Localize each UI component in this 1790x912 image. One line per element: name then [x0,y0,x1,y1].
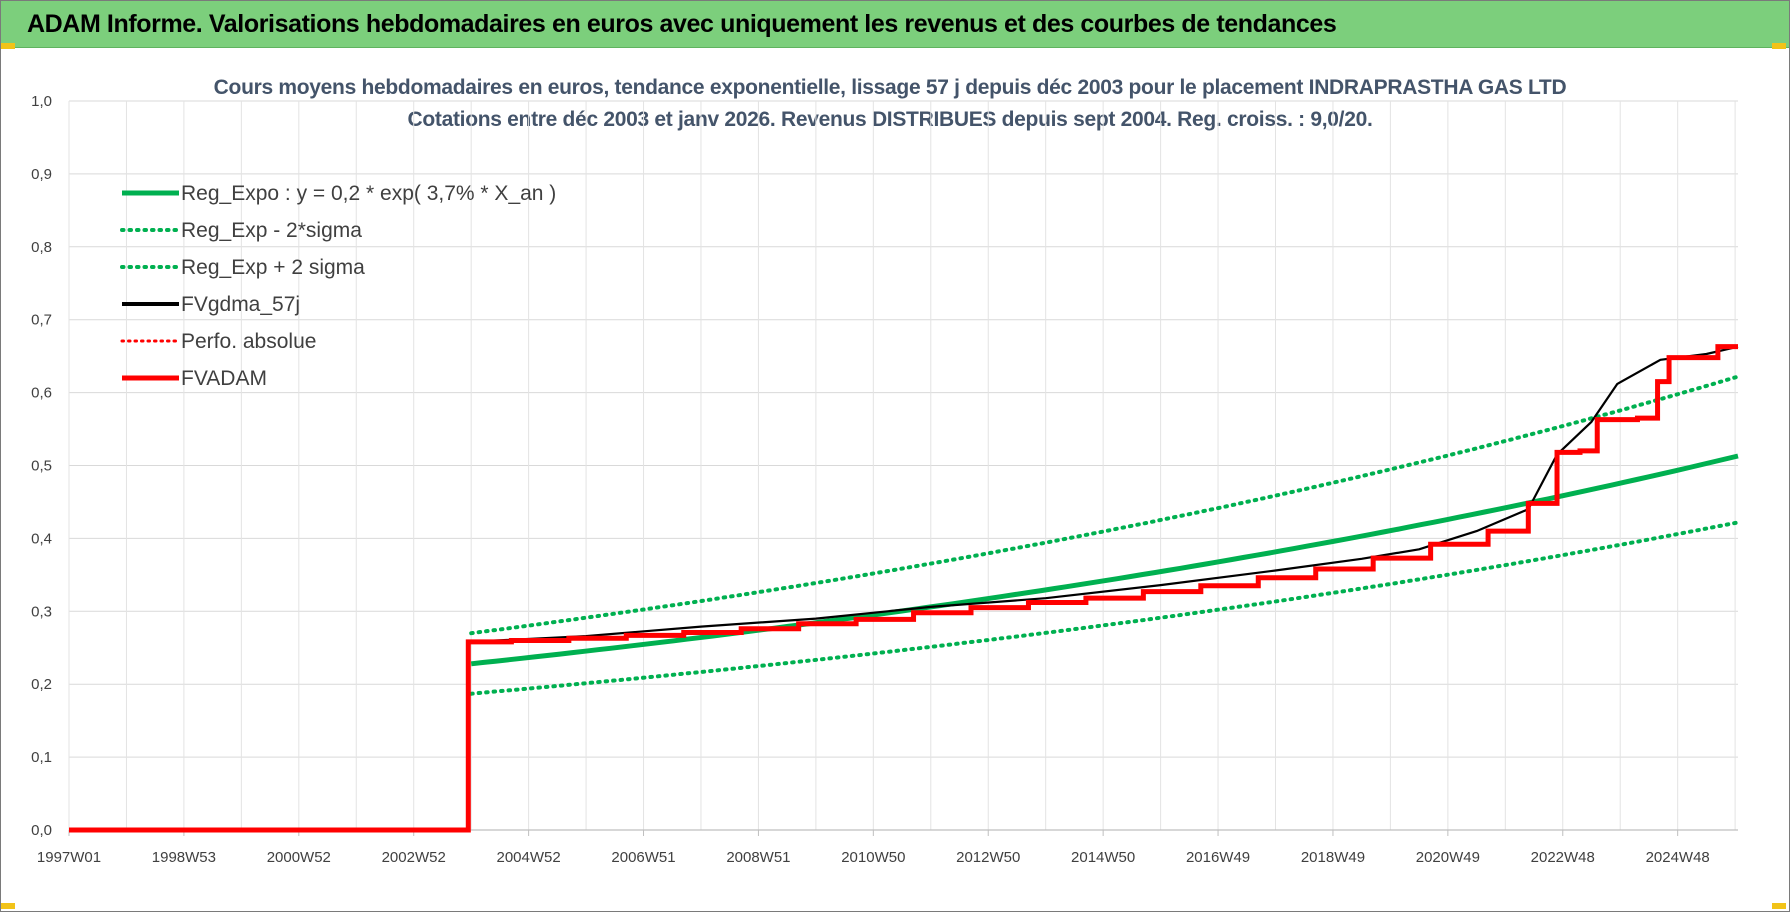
x-tick-label: 2008W51 [726,849,790,866]
series-lines [69,344,1740,833]
x-tick-label: 2020W49 [1416,849,1480,866]
legend-label: FVADAM [181,367,267,390]
x-tick-label: 2004W52 [497,849,561,866]
y-tick-label: 0,9 [31,166,52,183]
y-tick-label: 0,3 [31,603,52,620]
chart-title-line-2: Cotations entre déc 2003 et janv 2026. R… [407,108,1373,131]
y-tick-label: 0,4 [31,530,52,547]
series-line-reg-expo-y-0-2-exp-3-7-x-an [470,453,1739,667]
y-axis-ticks: 0,0 0,1 0,2 0,3 0,4 0,5 0,6 0,7 0,8 0,9 1,0 [31,93,52,839]
y-tick-label: 0,6 [31,385,52,402]
legend-label: Perfo. absolue [181,330,316,353]
series-line-fvgdma-57j [69,345,1739,832]
x-tick-label: 2010W50 [841,849,905,866]
x-tick-label: 2016W49 [1186,849,1250,866]
x-tick-label: 2022W48 [1531,849,1595,866]
x-tick-label: 1998W53 [152,849,216,866]
report-title: ADAM Informe. Valorisations hebdomadaire… [27,10,1337,38]
y-tick-label: 0,0 [31,822,52,839]
y-tick-label: 0,8 [31,239,52,256]
y-tick-label: 0,5 [31,458,52,475]
x-tick-label: 2000W52 [267,849,331,866]
x-tick-label: 1997W01 [37,849,101,866]
corner-mark-top-right [1772,43,1786,49]
legend-label: Reg_Exp - 2*sigma [181,219,362,242]
x-tick-label: 2018W49 [1301,849,1365,866]
corner-mark-top-left [1,43,15,49]
y-tick-label: 0,7 [31,312,52,329]
legend-label: Reg_Exp + 2 sigma [181,256,365,279]
x-tick-label: 2002W52 [382,849,446,866]
grid-lines [68,100,1738,831]
x-tick-label: 2012W50 [956,849,1020,866]
series-line-reg-exp-2-sigma [469,374,1740,636]
corner-mark-bottom-left [1,903,15,909]
y-tick-label: 0,1 [31,749,52,766]
x-tick-label: 2024W48 [1646,849,1710,866]
legend: Reg_Expo : y = 0,2 * exp( 3,7% * X_an ) R… [120,182,556,390]
y-tick-label: 0,2 [31,676,52,693]
legend-label: Reg_Expo : y = 0,2 * exp( 3,7% * X_an ) [181,182,556,205]
series-line-reg-exp-2-sigma [469,520,1740,696]
y-tick-label: 1,0 [31,93,52,110]
series-line-fvadam [69,344,1738,833]
report-banner: ADAM Informe. Valorisations hebdomadaire… [1,1,1789,48]
x-tick-label: 2014W50 [1071,849,1135,866]
x-tick-label: 2006W51 [611,849,675,866]
legend-label: FVgdma_57j [181,293,300,316]
chart-title: Cours moyens hebdomadaires en euros, ten… [70,72,1710,136]
x-axis-ticks: 1997W01 1998W53 2000W52 2002W52 2004W52 2006W… [37,830,1710,866]
corner-mark-bottom-right [1772,903,1786,909]
chart-title-line-1: Cours moyens hebdomadaires en euros, ten… [213,76,1567,99]
